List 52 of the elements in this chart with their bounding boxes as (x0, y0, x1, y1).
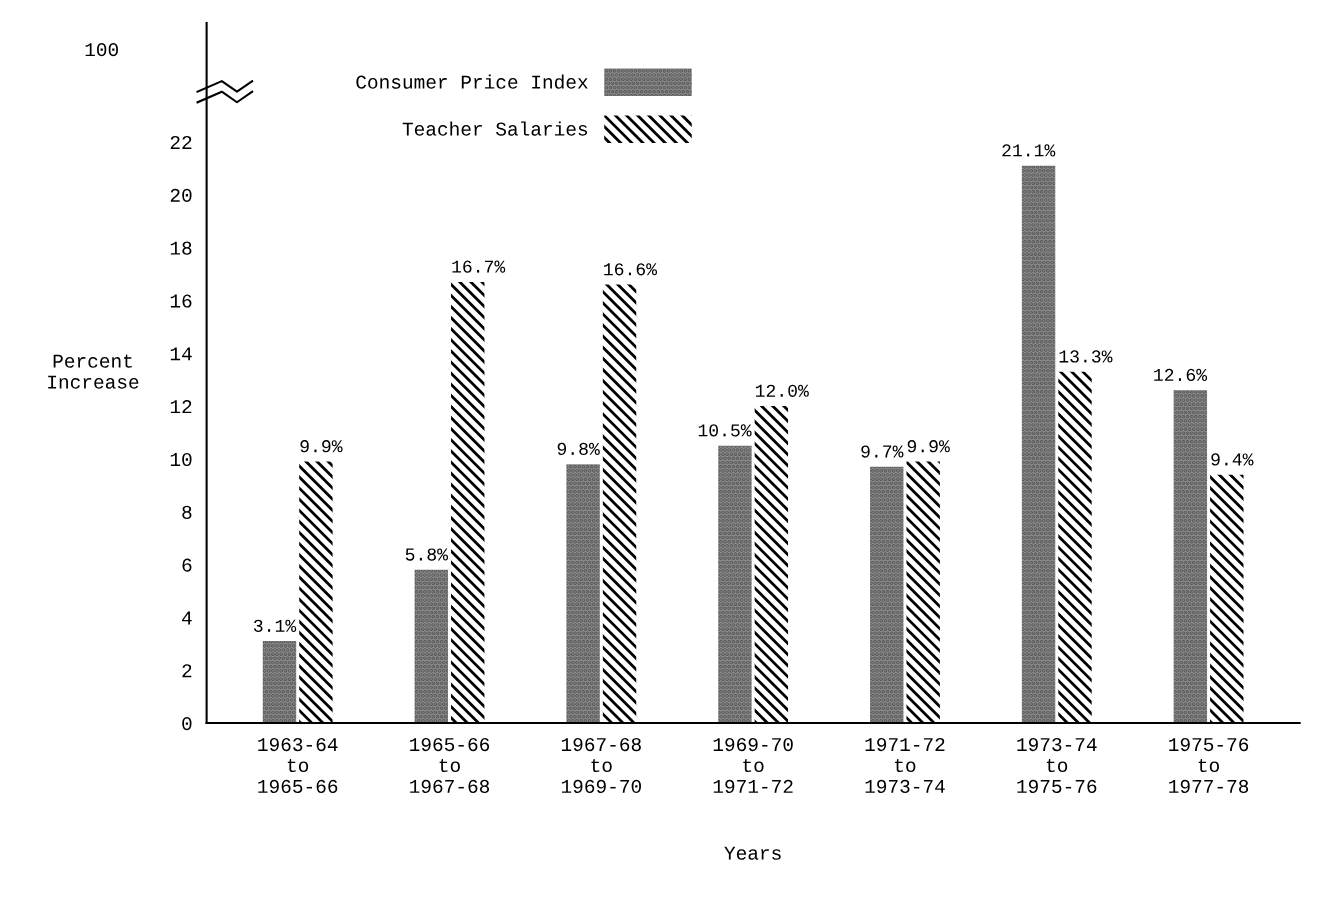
bar (414, 569, 448, 723)
data-label: 9.9% (300, 440, 343, 453)
data-label: 12.6% (1154, 368, 1208, 382)
y-tick-label: 20 (170, 188, 192, 202)
data-label: 16.6% (604, 263, 658, 276)
data-label: 3.1% (253, 619, 297, 632)
data-label: 9.7% (861, 445, 904, 458)
bar (451, 281, 485, 723)
data-label: 12.0% (755, 384, 809, 397)
x-tick-label: 1973-74 to 1975-76 (1017, 737, 1097, 794)
y-tick-label: 22 (170, 135, 192, 149)
bar (566, 464, 600, 723)
x-tick-label: 1971-72 to 1973-74 (865, 737, 945, 794)
bar (718, 445, 752, 723)
y-tick-label: 14 (170, 347, 192, 361)
x-axis-title: Years (724, 846, 781, 860)
bar (870, 466, 904, 723)
data-label: 9.4% (1211, 453, 1254, 466)
bar (299, 461, 333, 723)
y-tick-label: 6 (182, 558, 192, 572)
bar (1058, 371, 1092, 723)
y-tick-label: 0 (182, 717, 192, 731)
bar (754, 406, 789, 723)
x-tick-label: 1975-76 to 1977-78 (1169, 737, 1249, 794)
x-tick-label: 1963-64 to 1965-66 (258, 737, 338, 794)
legend-label: Teacher Salaries (402, 121, 588, 136)
y-tick-label: 18 (170, 241, 192, 255)
bar (602, 284, 637, 723)
data-label: 21.1% (1002, 144, 1056, 157)
x-tick-label: 1967-68 to 1969-70 (561, 737, 641, 794)
data-label: 9.8% (557, 442, 600, 456)
bar (262, 641, 297, 723)
data-label: 9.9% (907, 440, 950, 453)
x-tick-label: 1969-70 to 1971-72 (713, 737, 793, 794)
y-tick-label: 16 (170, 294, 192, 308)
bar (1021, 165, 1056, 723)
text: 100 (85, 43, 118, 57)
y-axis-title: Percent Increase (48, 354, 139, 389)
data-label: 10.5% (698, 424, 752, 437)
y-tick-label: 4 (182, 611, 192, 625)
y-tick-label: 10 (170, 452, 192, 467)
legend-label: Consumer Price Index (356, 74, 588, 89)
data-label: 5.8% (405, 548, 448, 561)
bar (1210, 474, 1244, 723)
data-label: 16.7% (452, 260, 506, 273)
bar (1173, 390, 1208, 723)
x-tick-label: 1965-66 to 1967-68 (410, 737, 490, 794)
data-label: 13.3% (1059, 350, 1113, 363)
y-tick-label: 12 (170, 400, 192, 414)
y-tick-label: 8 (182, 505, 192, 519)
y-tick-label: 2 (182, 664, 192, 678)
bar (906, 461, 940, 723)
